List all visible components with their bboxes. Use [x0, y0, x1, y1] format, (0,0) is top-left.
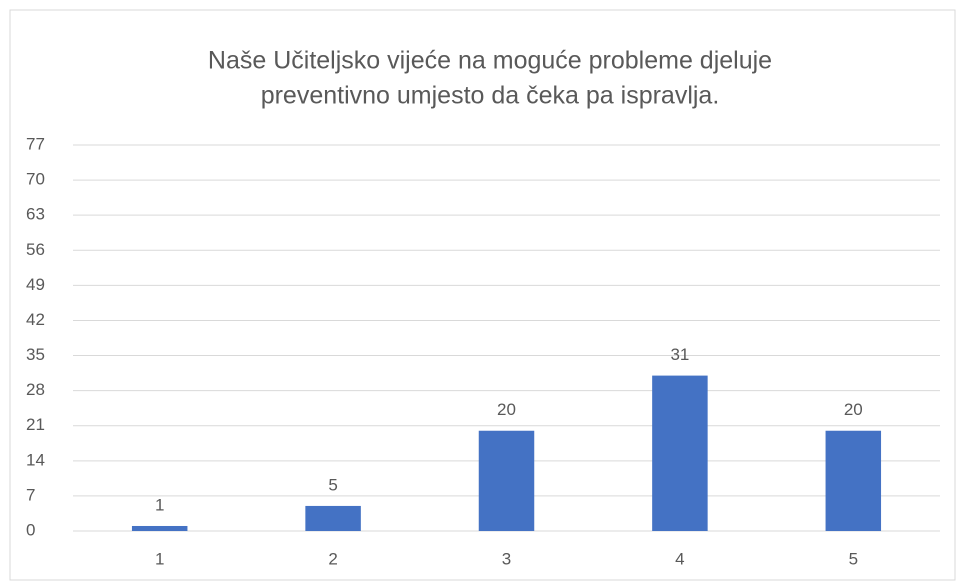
bar	[131, 525, 188, 531]
y-tick-label: 0	[26, 520, 35, 539]
y-tick-label: 77	[26, 134, 45, 153]
y-tick-label: 35	[26, 345, 45, 364]
x-tick-label: 5	[849, 549, 858, 568]
x-tick-label: 2	[328, 549, 337, 568]
x-tick-label: 1	[155, 549, 164, 568]
y-tick-label: 63	[26, 205, 45, 224]
bar	[825, 430, 882, 531]
y-tick-label: 28	[26, 380, 45, 399]
y-tick-label: 42	[26, 310, 45, 329]
bar	[652, 375, 708, 531]
y-tick-label: 70	[26, 170, 45, 189]
y-tick-label: 56	[26, 240, 45, 259]
y-tick-label: 14	[26, 450, 45, 469]
data-label: 20	[497, 400, 516, 419]
chart-title: preventivno umjesto da čeka pa ispravlja…	[261, 82, 720, 110]
data-label: 5	[328, 475, 337, 494]
data-label: 31	[670, 345, 689, 364]
y-tick-label: 49	[26, 275, 45, 294]
y-tick-label: 7	[26, 485, 35, 504]
data-label: 20	[844, 400, 863, 419]
y-tick-label: 21	[26, 415, 45, 434]
x-tick-label: 3	[502, 549, 511, 568]
x-tick-label: 4	[675, 549, 684, 568]
bar	[478, 430, 535, 531]
bar	[305, 505, 361, 531]
data-label: 1	[155, 495, 164, 514]
chart-title: Naše Učiteljsko vijeće na moguće problem…	[208, 47, 772, 75]
